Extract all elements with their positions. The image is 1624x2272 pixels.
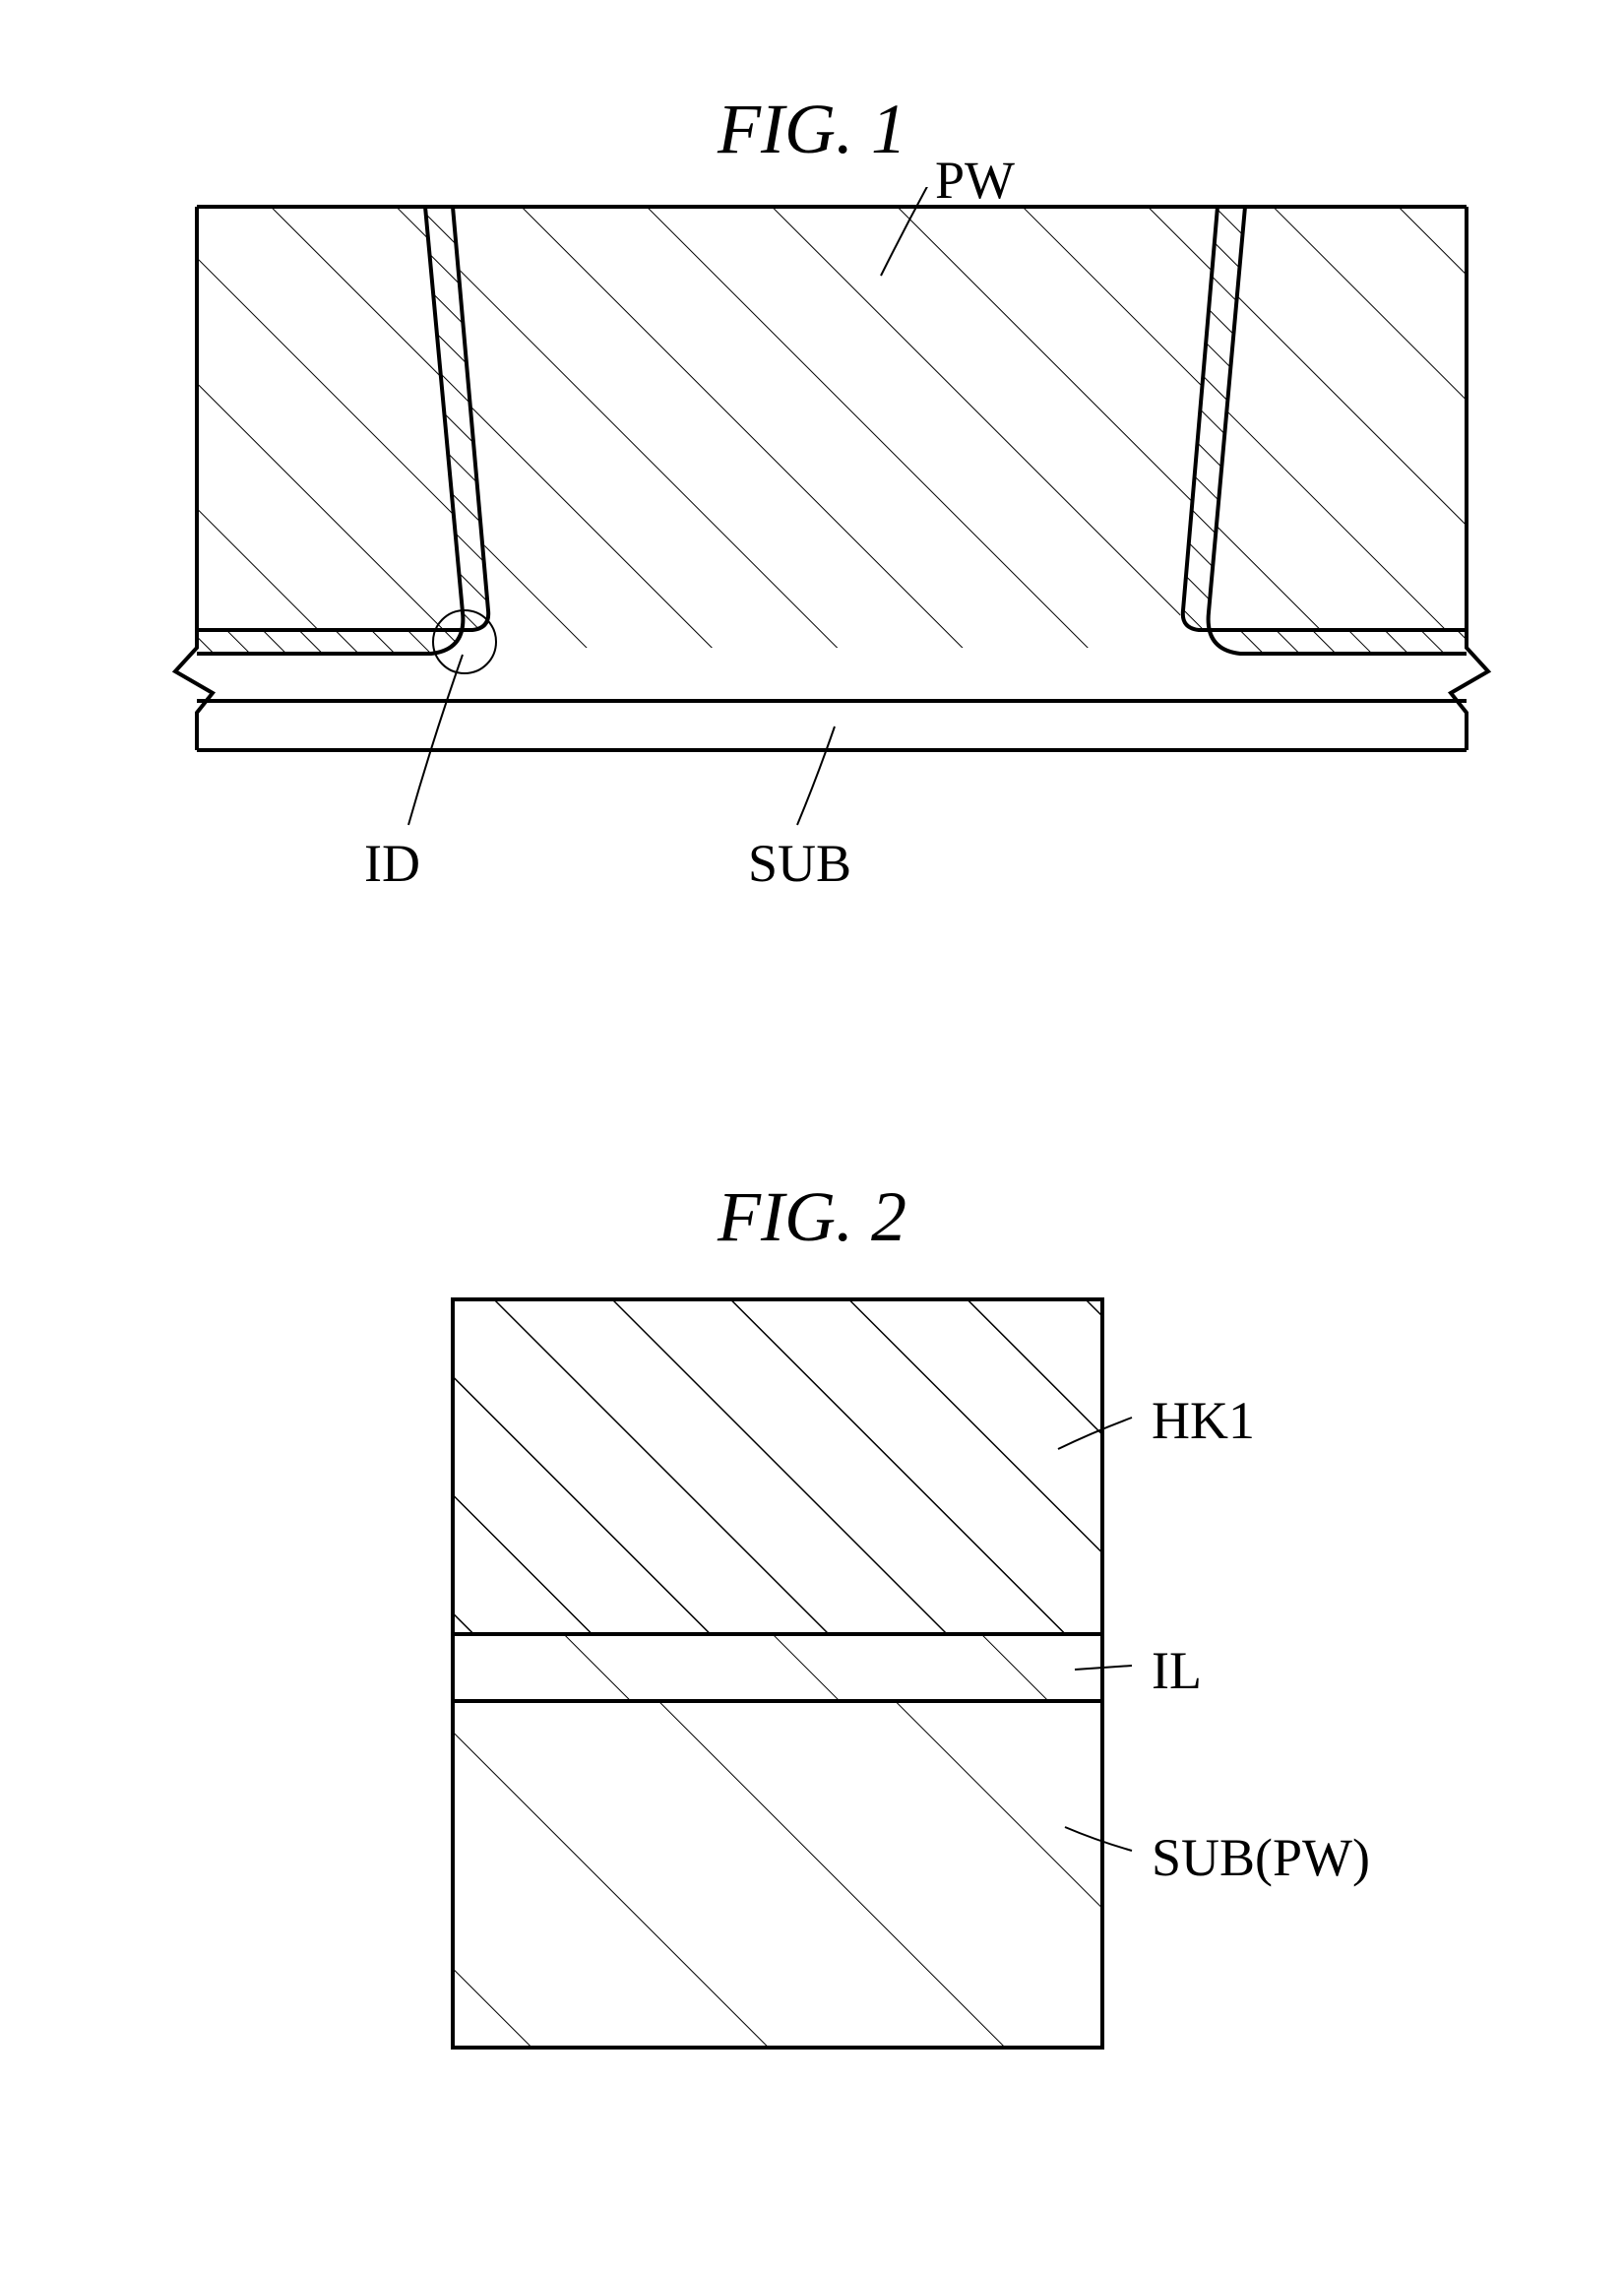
subpw-label: SUB(PW) — [1152, 1827, 1370, 1888]
pw-hatch — [455, 207, 1216, 648]
figure2-svg — [0, 1280, 1624, 2166]
left-sti-fill — [197, 207, 463, 632]
il-label: IL — [1152, 1640, 1202, 1701]
figure2-title: FIG. 2 — [0, 1176, 1624, 1258]
il-layer — [453, 1634, 1102, 1701]
figure1-body — [197, 207, 1467, 701]
figure1-title: FIG. 1 — [0, 89, 1624, 170]
hk1-layer — [453, 1299, 1102, 1634]
sub-label: SUB — [748, 833, 851, 894]
subpw-layer — [453, 1701, 1102, 2048]
hk1-label: HK1 — [1152, 1390, 1255, 1451]
right-sti-fill — [1209, 207, 1467, 632]
pw-label: PW — [935, 150, 1015, 211]
sub-leader — [797, 726, 835, 825]
figure1-svg — [0, 187, 1624, 876]
figure2-body — [453, 1299, 1132, 2048]
id-label: ID — [364, 833, 420, 894]
